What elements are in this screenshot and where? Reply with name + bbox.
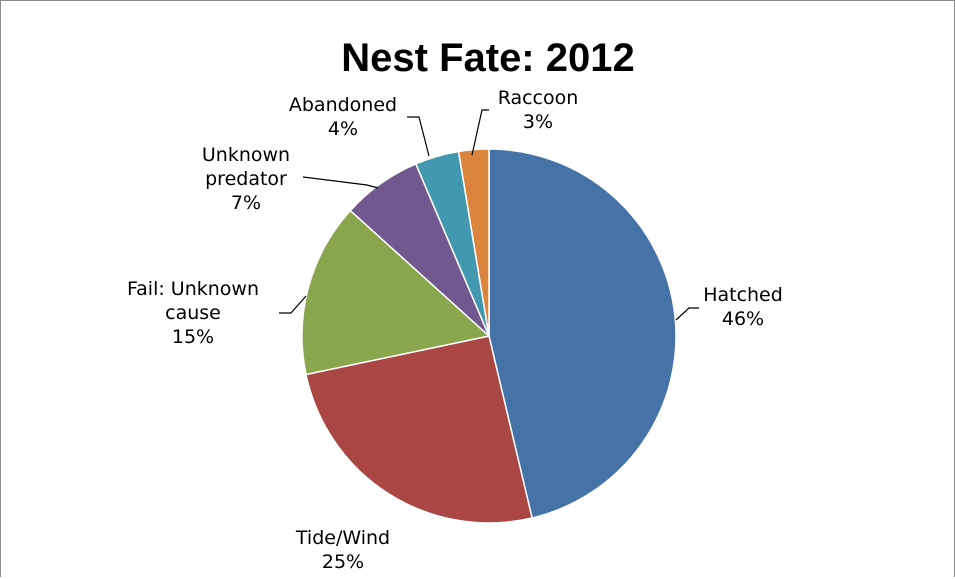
- slice-percent: 25%: [322, 551, 364, 573]
- slice-percent: 7%: [231, 192, 261, 214]
- pie-slice-hatched: [488, 148, 677, 519]
- slice-name: predator: [205, 168, 287, 190]
- slice-percent: 46%: [722, 308, 764, 330]
- pie-slices: [301, 148, 677, 524]
- slice-name: Unknown: [202, 144, 290, 166]
- slice-name: Raccoon: [498, 87, 579, 109]
- slice-name: cause: [165, 302, 221, 324]
- slice-name: Tide/Wind: [295, 527, 390, 549]
- chart-title: Nest Fate: 2012: [341, 36, 634, 80]
- slice-percent: 3%: [523, 111, 553, 133]
- leader-line-abandoned: [407, 116, 430, 157]
- pie-slice-fail-unknown-cause: [301, 209, 491, 376]
- leader-lines: [279, 109, 699, 321]
- pie-slice-tide-wind: [305, 335, 533, 524]
- leader-line-raccoon: [471, 109, 489, 156]
- slice-percent: 15%: [172, 326, 214, 348]
- slice-percent: 4%: [328, 118, 358, 140]
- leader-line-unknown-predator: [302, 176, 379, 189]
- leader-line-hatched: [675, 307, 699, 321]
- slice-name: Fail: Unknown: [127, 278, 259, 300]
- slice-name: Abandoned: [289, 94, 397, 116]
- leader-line-fail-unknown-cause: [279, 295, 307, 314]
- slice-name: Hatched: [703, 284, 783, 306]
